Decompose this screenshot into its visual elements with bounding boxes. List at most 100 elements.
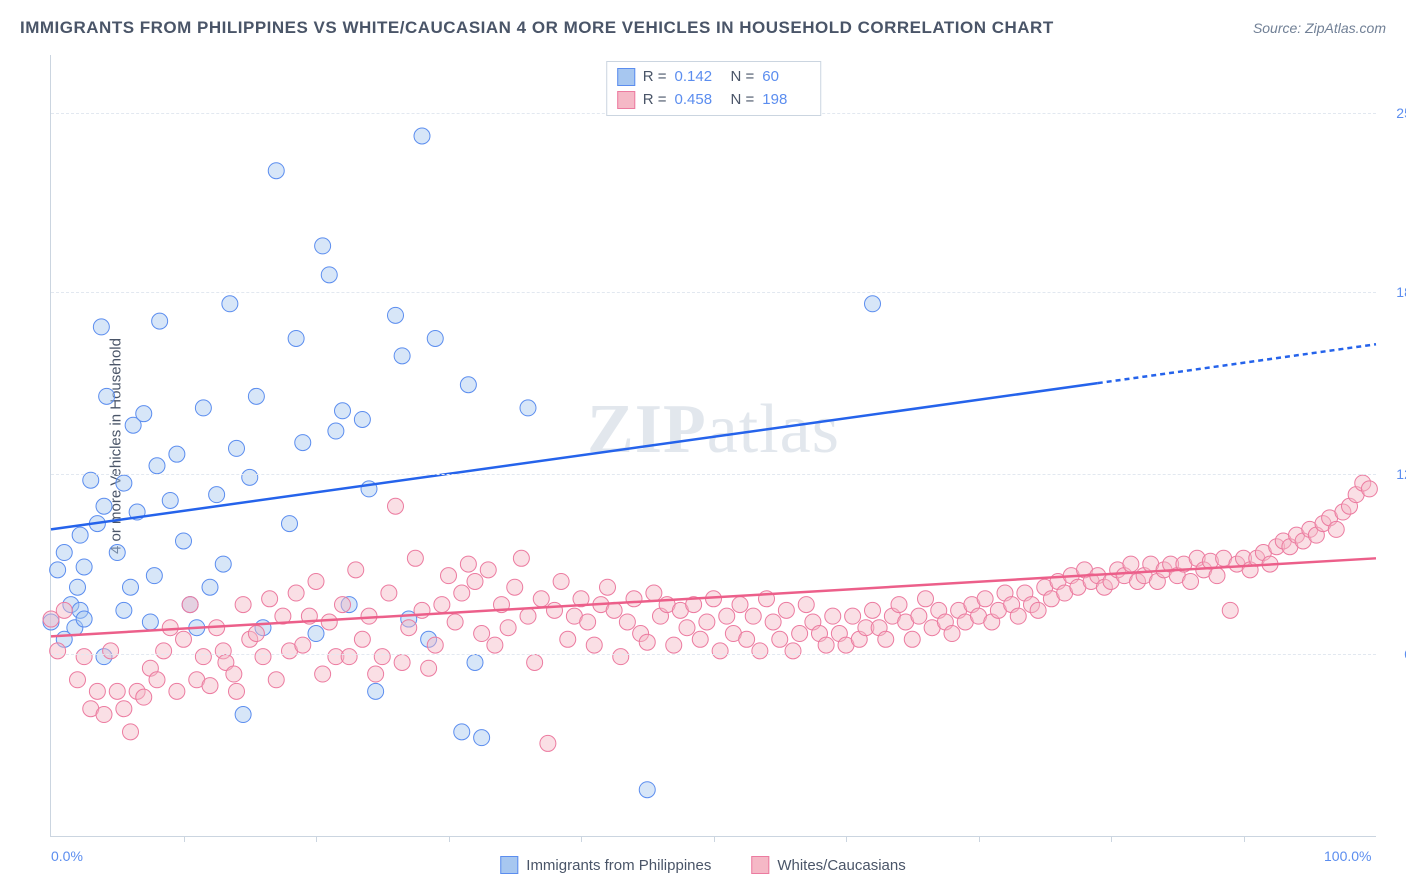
data-point	[1010, 608, 1026, 624]
data-point	[229, 683, 245, 699]
stat-r-label: R =	[643, 66, 667, 89]
stat-n-value: 60	[762, 66, 810, 89]
scatter-svg	[51, 55, 1376, 836]
data-point	[825, 608, 841, 624]
x-tick	[846, 836, 847, 842]
data-point	[977, 591, 993, 607]
data-point	[56, 602, 72, 618]
data-point	[394, 654, 410, 670]
data-point	[845, 608, 861, 624]
data-point	[335, 597, 351, 613]
data-point	[288, 585, 304, 601]
stats-row: R =0.142N =60	[617, 66, 811, 89]
data-point	[76, 611, 92, 627]
data-point	[421, 660, 437, 676]
data-point	[586, 637, 602, 653]
data-point	[388, 307, 404, 323]
data-point	[1328, 521, 1344, 537]
data-point	[295, 637, 311, 653]
data-point	[152, 313, 168, 329]
data-point	[467, 654, 483, 670]
data-point	[765, 614, 781, 630]
x-tick	[1244, 836, 1245, 842]
data-point	[692, 631, 708, 647]
x-tick	[979, 836, 980, 842]
data-point	[315, 666, 331, 682]
stat-r-value: 0.142	[675, 66, 723, 89]
data-point	[50, 643, 66, 659]
y-tick-label: 6.3%	[1381, 646, 1406, 662]
data-point	[447, 614, 463, 630]
data-point	[414, 128, 430, 144]
data-point	[1030, 602, 1046, 618]
data-point	[116, 475, 132, 491]
data-point	[798, 597, 814, 613]
data-point	[520, 608, 536, 624]
data-point	[712, 643, 728, 659]
data-point	[666, 637, 682, 653]
stat-r-label: R =	[643, 89, 667, 112]
data-point	[315, 238, 331, 254]
data-point	[394, 348, 410, 364]
data-point	[149, 672, 165, 688]
data-point	[480, 562, 496, 578]
data-point	[1361, 481, 1377, 497]
data-point	[745, 608, 761, 624]
data-point	[752, 643, 768, 659]
data-point	[149, 458, 165, 474]
data-point	[732, 597, 748, 613]
data-point	[308, 626, 324, 642]
data-point	[103, 643, 119, 659]
data-point	[215, 556, 231, 572]
data-point	[527, 654, 543, 670]
data-point	[553, 573, 569, 589]
data-point	[162, 492, 178, 508]
stat-n-label: N =	[731, 89, 755, 112]
data-point	[865, 602, 881, 618]
data-point	[209, 487, 225, 503]
data-point	[142, 614, 158, 630]
data-point	[242, 469, 258, 485]
legend-label: Whites/Caucasians	[777, 857, 905, 874]
data-point	[580, 614, 596, 630]
data-point	[116, 602, 132, 618]
data-point	[354, 411, 370, 427]
data-point	[96, 707, 112, 723]
x-tick	[184, 836, 185, 842]
legend-swatch	[500, 856, 518, 874]
data-point	[547, 602, 563, 618]
data-point	[341, 649, 357, 665]
data-point	[507, 579, 523, 595]
data-point	[878, 631, 894, 647]
data-point	[1123, 556, 1139, 572]
data-point	[427, 637, 443, 653]
data-point	[321, 614, 337, 630]
data-point	[368, 666, 384, 682]
data-point	[474, 626, 490, 642]
data-point	[434, 597, 450, 613]
data-point	[1209, 568, 1225, 584]
data-point	[248, 626, 264, 642]
data-point	[944, 626, 960, 642]
data-point	[772, 631, 788, 647]
data-point	[865, 296, 881, 312]
data-point	[182, 597, 198, 613]
legend-item: Whites/Caucasians	[751, 856, 905, 874]
data-point	[282, 516, 298, 532]
data-point	[169, 683, 185, 699]
legend-item: Immigrants from Philippines	[500, 856, 711, 874]
data-point	[348, 562, 364, 578]
data-point	[699, 614, 715, 630]
data-point	[540, 735, 556, 751]
stat-r-value: 0.458	[675, 89, 723, 112]
data-point	[639, 634, 655, 650]
data-point	[613, 649, 629, 665]
gridline	[51, 654, 1376, 655]
data-point	[467, 573, 483, 589]
stats-legend: R =0.142N =60R =0.458N =198	[606, 61, 822, 116]
data-point	[891, 597, 907, 613]
data-point	[226, 666, 242, 682]
data-point	[235, 707, 251, 723]
data-point	[520, 400, 536, 416]
data-point	[719, 608, 735, 624]
